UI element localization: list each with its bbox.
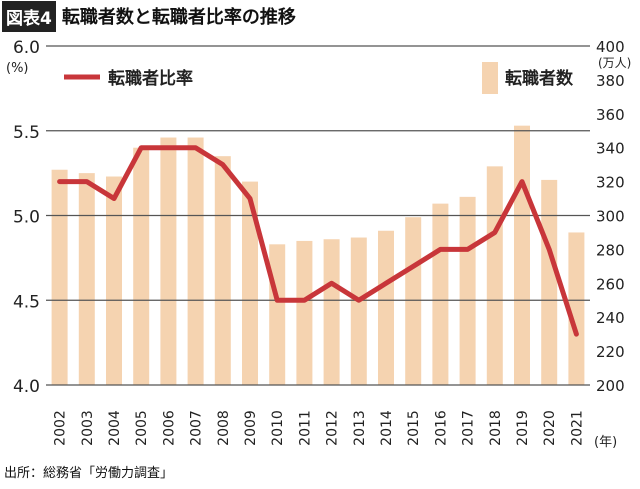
left-tick-label: 5.0 [13,208,40,228]
bar-2021 [568,232,585,385]
right-tick-label: 340 [596,140,625,158]
x-tick-label: 2017 [461,410,477,446]
x-tick-label: 2011 [297,410,313,446]
left-tick-label: 5.5 [13,123,40,143]
x-tick-label: 2007 [189,410,205,446]
chart-title: 転職者数と転職者比率の推移 [61,7,296,28]
left-tick-label: 4.5 [13,292,40,312]
right-tick-label: 380 [596,72,625,90]
x-tick-label: 2009 [243,410,259,446]
left-tick-label: 4.0 [13,377,40,397]
bar-2011 [296,240,313,385]
right-tick-label: 280 [596,241,625,259]
x-tick-label: 2002 [53,410,69,446]
bar-2019 [514,125,530,385]
x-tick-label: 2015 [406,410,422,446]
x-tick-label: 2006 [161,410,177,446]
legend-bar-swatch [482,62,498,94]
bar-2003 [78,173,95,385]
x-tick-label: 2019 [515,410,531,446]
bar-2013 [350,237,367,385]
x-tick-label: 2018 [488,410,504,446]
figure-tag: 図表4 [2,0,56,32]
right-tick-label: 260 [596,275,625,293]
legend-line-label: 転職者比率 [108,68,193,89]
bar-2014 [378,230,394,385]
bar-2010 [269,244,286,385]
right-tick-label: 360 [596,106,625,124]
right-axis-unit: (万人) [598,56,631,70]
bar-2015 [405,217,422,385]
x-tick-label: 2008 [216,410,232,446]
x-axis-unit: (年) [594,435,617,450]
source-note: 出所：総務省「労働力調査」 [4,466,174,481]
x-tick-label: 2012 [325,410,341,446]
header: 図表4 転職者数と転職者比率の推移 [0,0,296,32]
right-tick-label: 220 [596,343,625,361]
right-tick-label: 200 [596,377,625,395]
left-axis-unit: (%) [6,61,29,76]
bar-2012 [323,239,340,385]
x-tick-label: 2016 [433,410,449,446]
x-tick-label: 2014 [379,410,395,446]
x-tick-label: 2005 [134,410,150,446]
bar-2020 [541,179,558,385]
x-tick-label: 2004 [107,410,123,446]
right-tick-label: 320 [596,174,625,192]
right-tick-label: 300 [596,208,625,226]
ratio-line [57,145,579,337]
x-tick-label: 2010 [270,410,286,446]
bar-2005 [133,147,150,385]
bar-2006 [160,137,177,385]
bar-2017 [459,196,476,385]
bar-2018 [486,166,503,385]
x-tick-label: 2020 [542,410,558,446]
left-tick-label: 6.0 [13,38,40,58]
x-tick-label: 2013 [352,410,368,446]
bar-2007 [187,137,204,385]
bar-2016 [432,203,449,385]
legend-bar-label: 転職者数 [505,68,574,89]
right-tick-label: 400 [596,38,625,56]
bar-2002 [51,169,68,385]
x-tick-label: 2021 [569,410,585,446]
bar-2008 [214,156,231,385]
x-tick-label: 2003 [80,410,96,446]
bar-2004 [106,176,122,385]
right-tick-label: 240 [596,309,625,327]
bar-2009 [242,181,258,385]
